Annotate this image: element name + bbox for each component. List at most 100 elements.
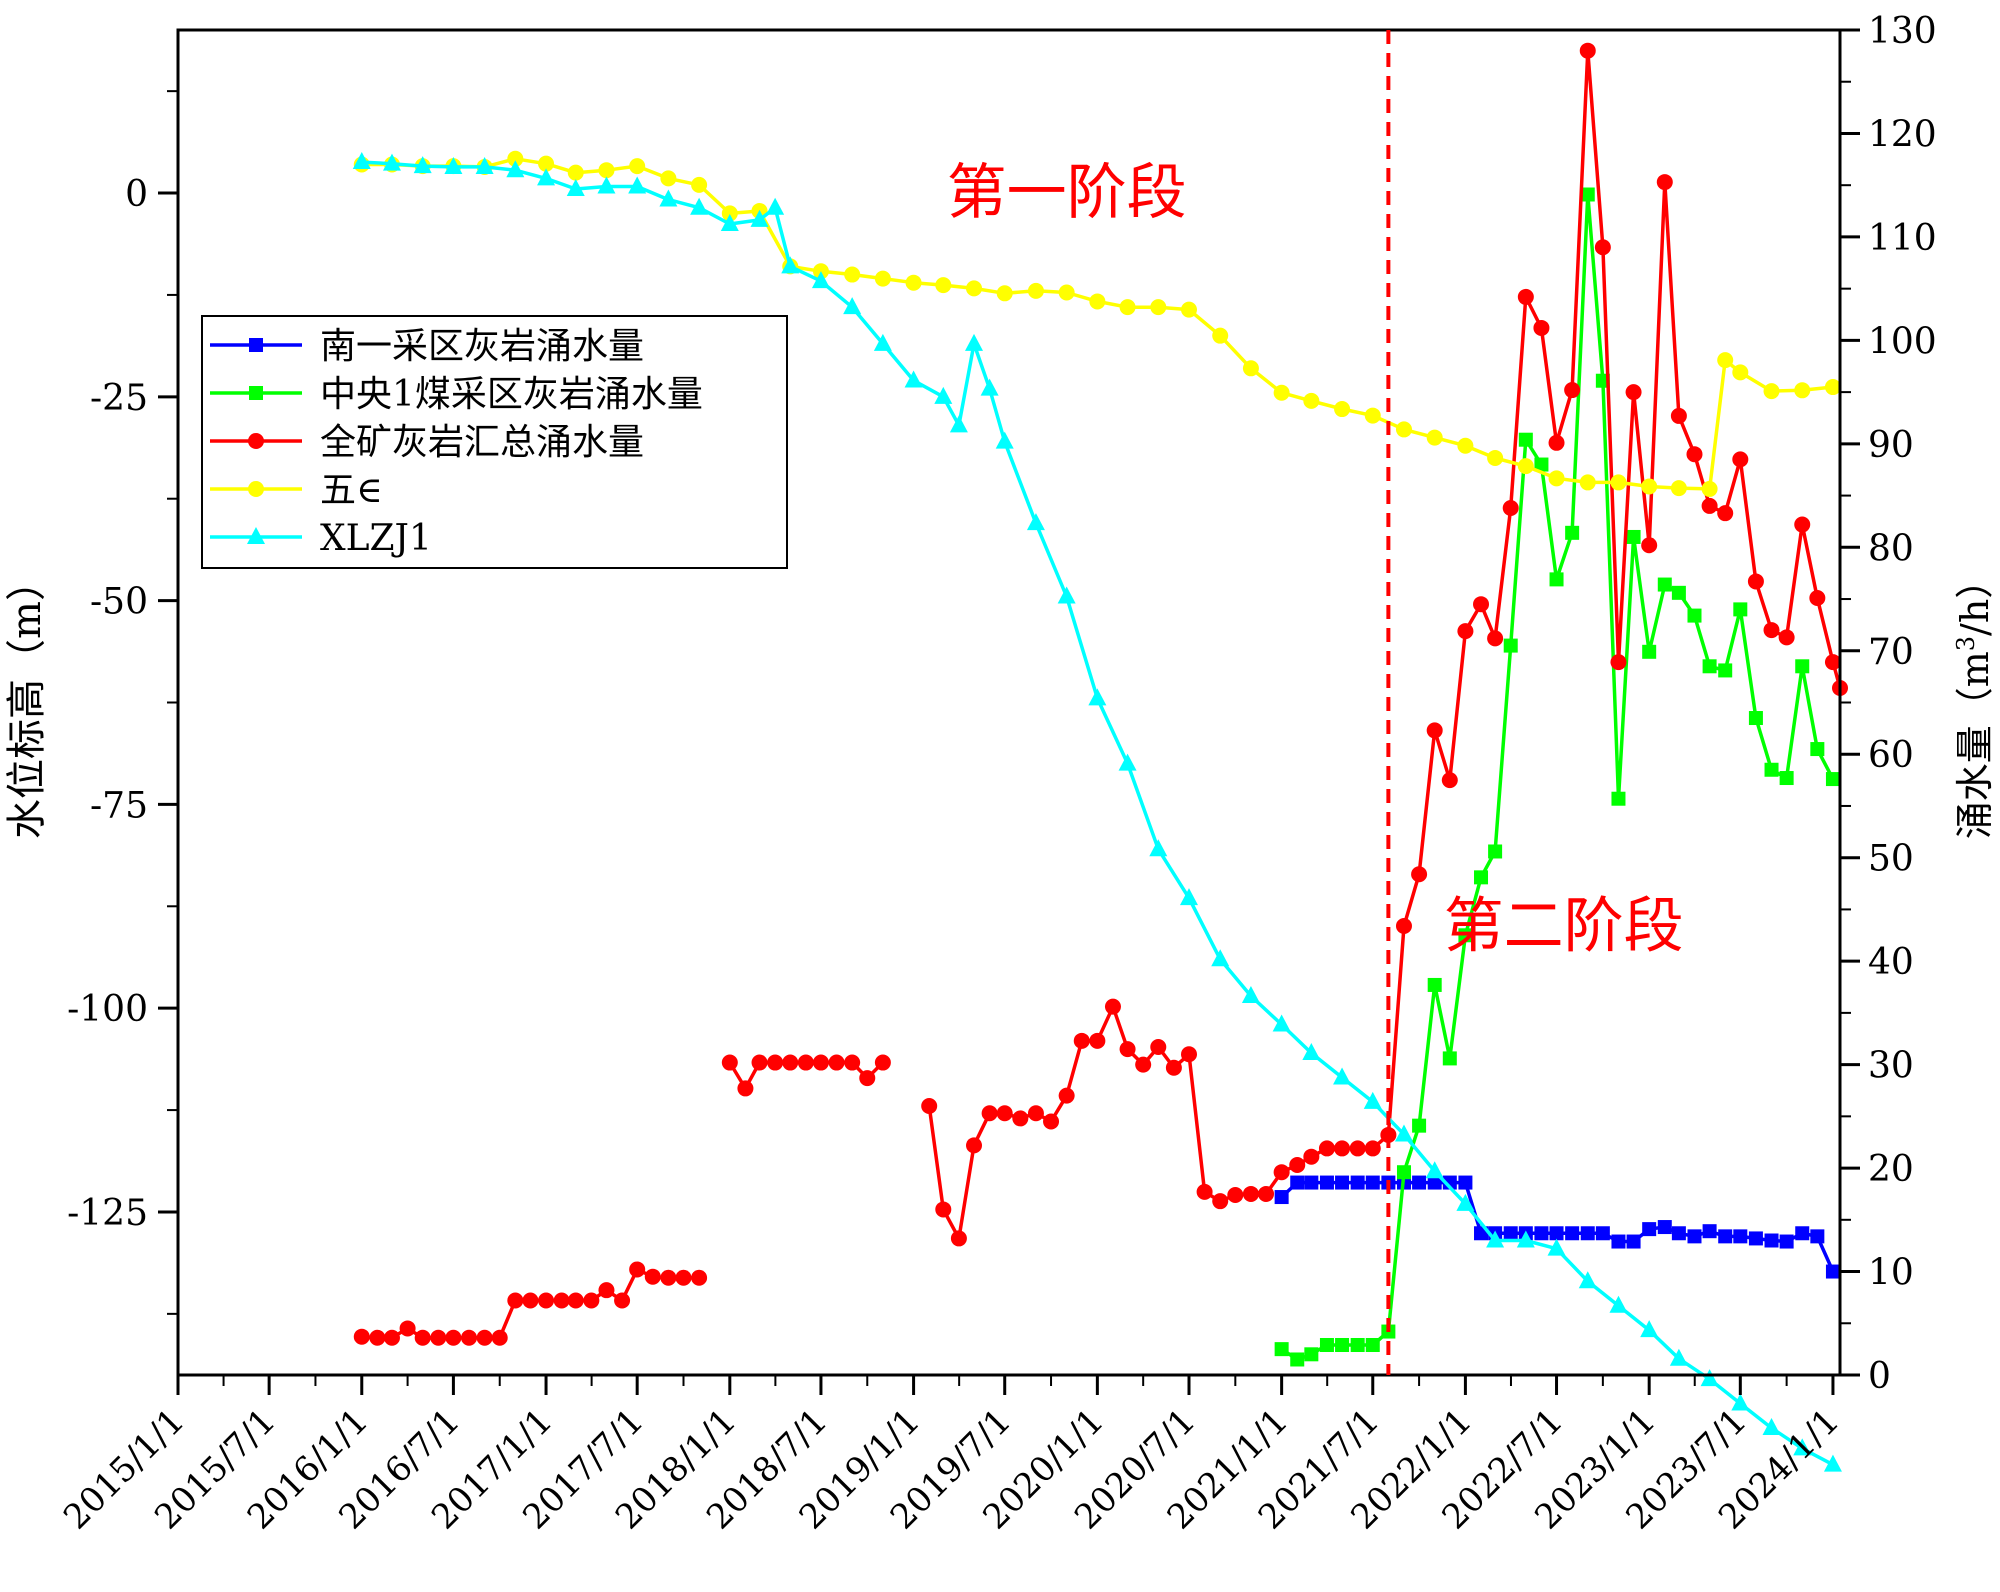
legend-label: 五∈ <box>320 470 383 511</box>
data-point <box>1227 1186 1244 1203</box>
data-point <box>691 1269 708 1286</box>
data-point <box>1274 1190 1289 1205</box>
data-point <box>995 431 1014 449</box>
data-point <box>1641 537 1658 554</box>
data-point <box>1657 1220 1672 1235</box>
data-point <box>1534 1226 1549 1241</box>
data-point <box>1717 352 1734 369</box>
data-point <box>1825 772 1840 787</box>
data-point <box>1548 470 1565 487</box>
data-point <box>751 1054 768 1071</box>
data-point <box>1717 505 1734 522</box>
data-point <box>1824 379 1841 396</box>
data-point <box>1365 1175 1380 1190</box>
y-tick-label: -25 <box>90 378 148 419</box>
data-point <box>507 150 524 167</box>
data-point <box>522 1292 539 1309</box>
data-point <box>1364 407 1381 424</box>
data-point <box>1701 480 1718 497</box>
data-point <box>1474 870 1489 885</box>
data-point <box>1564 382 1581 399</box>
data-point <box>1517 288 1534 305</box>
data-point <box>1487 630 1504 647</box>
data-point <box>1395 917 1412 934</box>
data-point <box>1671 1226 1686 1241</box>
data-point <box>1548 434 1565 451</box>
data-point <box>1732 451 1749 468</box>
data-point <box>1150 299 1167 316</box>
data-point <box>1242 1185 1259 1202</box>
data-point <box>1611 1234 1626 1249</box>
data-point <box>629 1261 646 1278</box>
data-point <box>566 178 585 196</box>
data-point <box>1625 384 1642 401</box>
data-point <box>659 189 678 207</box>
data-point <box>583 1292 600 1309</box>
legend-entry: 中央1煤采区灰岩涌水量 <box>210 374 703 415</box>
data-point <box>1810 742 1825 757</box>
data-point <box>1809 590 1826 607</box>
data-point <box>1458 928 1473 943</box>
legend-entry: 五∈ <box>210 470 383 511</box>
data-point <box>614 1292 631 1309</box>
data-point <box>1610 474 1627 491</box>
data-point <box>1611 791 1626 806</box>
data-point <box>1165 1059 1182 1076</box>
data-point <box>812 1054 829 1071</box>
data-point <box>966 1137 983 1154</box>
y2-axis-label-main: 涌水量（m <box>1953 651 1997 839</box>
data-point <box>1687 608 1702 623</box>
data-point <box>1701 497 1718 514</box>
data-point <box>1302 1043 1321 1061</box>
data-point <box>1626 1234 1641 1249</box>
data-point <box>1119 1041 1136 1058</box>
data-point <box>567 1292 584 1309</box>
data-point <box>844 1054 861 1071</box>
data-point <box>1748 1231 1763 1246</box>
data-point <box>1211 949 1230 967</box>
data-point <box>1580 187 1595 202</box>
data-point <box>383 1329 400 1346</box>
data-point <box>1303 1148 1320 1165</box>
data-point <box>1534 457 1549 472</box>
data-point <box>598 162 615 179</box>
y2-tick-label: 130 <box>1868 11 1937 52</box>
data-point <box>934 386 953 404</box>
data-point <box>1411 866 1428 883</box>
data-point <box>949 415 968 433</box>
y2-tick-label: 0 <box>1868 1356 1891 1397</box>
y2-tick-label: 70 <box>1868 632 1914 673</box>
data-point <box>537 168 556 186</box>
data-point <box>1549 1226 1564 1241</box>
y-tick-label: -50 <box>90 582 148 623</box>
data-point <box>691 176 708 193</box>
data-point <box>1578 1271 1597 1289</box>
data-point <box>660 1269 677 1286</box>
y2-tick-label: 120 <box>1868 114 1937 155</box>
data-point <box>1516 1230 1535 1248</box>
series-layer <box>352 42 1848 1472</box>
data-point <box>921 1098 938 1114</box>
data-point <box>1272 1014 1291 1032</box>
data-point <box>1565 1226 1580 1241</box>
data-point <box>1793 1438 1812 1456</box>
data-point <box>1779 1234 1794 1249</box>
data-point <box>1456 1193 1475 1211</box>
data-point <box>1290 1175 1305 1190</box>
legend-entry: 全矿灰岩汇总涌水量 <box>210 422 644 463</box>
y2-tick-label: 60 <box>1868 735 1914 776</box>
y-tick-label: 0 <box>125 174 148 215</box>
data-point <box>1012 1110 1029 1127</box>
data-point <box>1179 888 1198 906</box>
data-point <box>1626 529 1641 544</box>
data-point <box>966 280 983 297</box>
data-point <box>475 156 494 174</box>
y2-tick-label: 90 <box>1868 425 1914 466</box>
legend-entry: XLZJ1 <box>210 518 432 559</box>
data-point <box>660 170 677 187</box>
data-point <box>1733 1229 1748 1244</box>
data-point <box>1686 446 1703 463</box>
data-point <box>1702 659 1717 674</box>
data-point <box>1486 1230 1505 1248</box>
